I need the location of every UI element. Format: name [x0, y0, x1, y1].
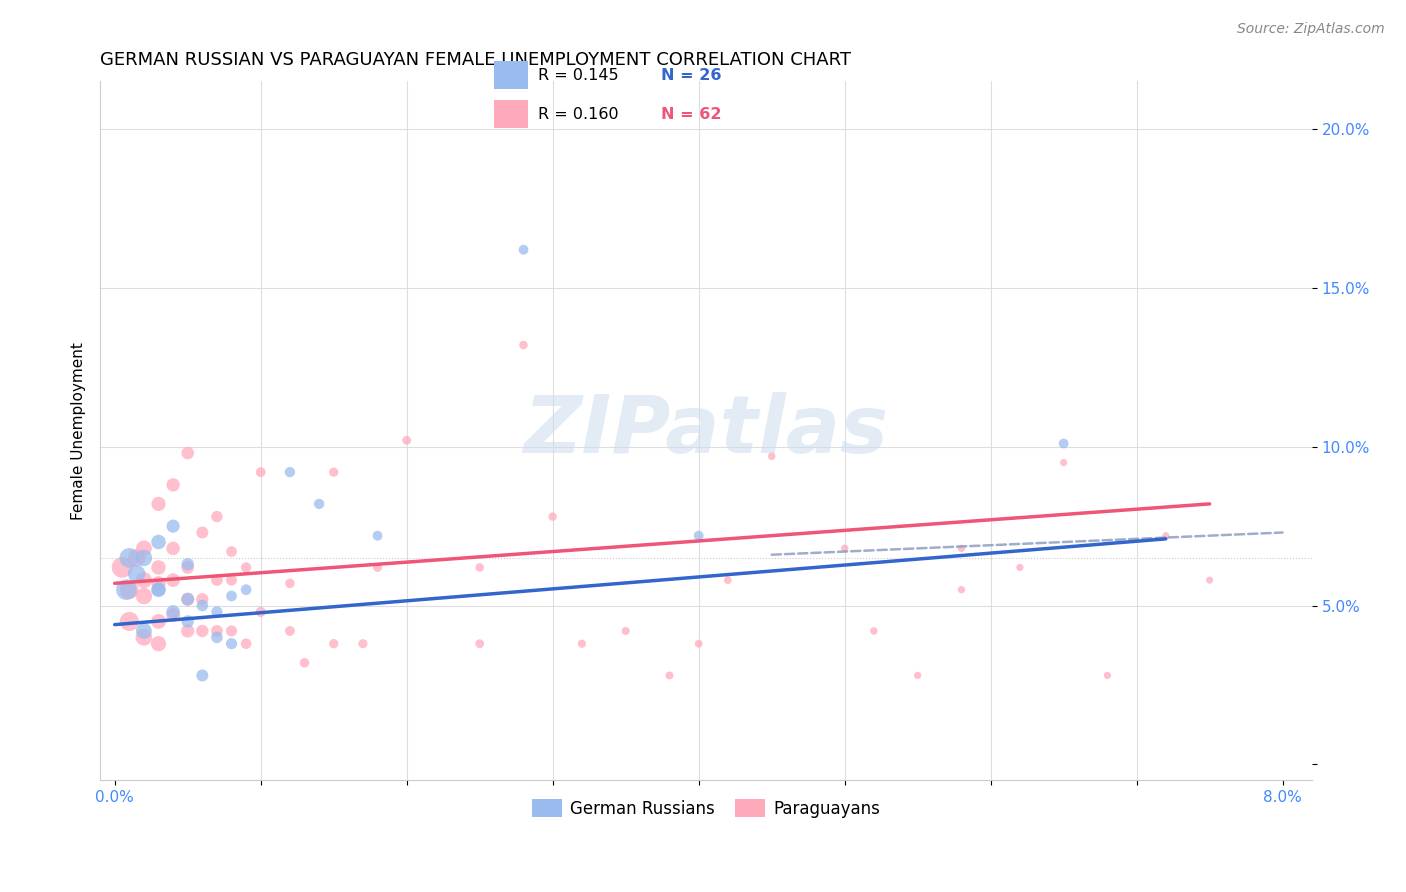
Point: [294, 656, 316, 670]
Point: [132, 541, 155, 556]
Point: [688, 529, 710, 543]
Point: [162, 573, 184, 587]
Point: [205, 630, 228, 644]
Point: [205, 509, 228, 524]
Point: [111, 560, 134, 574]
Point: [512, 338, 534, 352]
Point: [221, 637, 243, 651]
Point: [177, 624, 200, 638]
Point: [148, 497, 170, 511]
Point: [688, 637, 710, 651]
Point: [132, 624, 155, 638]
Point: [191, 525, 214, 540]
Point: [115, 582, 138, 597]
Text: Source: ZipAtlas.com: Source: ZipAtlas.com: [1237, 22, 1385, 37]
Point: [221, 573, 243, 587]
Point: [177, 560, 200, 574]
Point: [221, 624, 243, 638]
Point: [658, 668, 681, 682]
Point: [148, 582, 170, 597]
FancyBboxPatch shape: [495, 100, 529, 128]
Point: [322, 637, 344, 651]
Point: [322, 465, 344, 479]
Point: [148, 535, 170, 549]
Point: [205, 624, 228, 638]
Point: [366, 560, 388, 574]
Point: [148, 576, 170, 591]
Point: [1097, 668, 1119, 682]
Point: [177, 592, 200, 607]
Point: [148, 582, 170, 597]
Point: [1198, 573, 1220, 587]
Point: [132, 630, 155, 644]
Point: [863, 624, 886, 638]
Text: N = 62: N = 62: [661, 107, 721, 121]
Point: [148, 637, 170, 651]
Point: [950, 582, 973, 597]
Text: N = 26: N = 26: [661, 68, 721, 83]
Text: GERMAN RUSSIAN VS PARAGUAYAN FEMALE UNEMPLOYMENT CORRELATION CHART: GERMAN RUSSIAN VS PARAGUAYAN FEMALE UNEM…: [100, 51, 851, 69]
Point: [278, 576, 301, 591]
Point: [907, 668, 929, 682]
Point: [1008, 560, 1031, 574]
Point: [308, 497, 330, 511]
Point: [278, 624, 301, 638]
Point: [162, 478, 184, 492]
FancyBboxPatch shape: [495, 62, 529, 89]
Point: [118, 582, 141, 597]
Point: [148, 615, 170, 629]
Point: [205, 605, 228, 619]
Text: R = 0.145: R = 0.145: [537, 68, 619, 83]
Point: [235, 560, 257, 574]
Point: [162, 519, 184, 533]
Point: [468, 637, 491, 651]
Point: [1052, 456, 1074, 470]
Point: [571, 637, 593, 651]
Point: [162, 608, 184, 623]
Point: [468, 560, 491, 574]
Point: [366, 529, 388, 543]
Legend: German Russians, Paraguayans: German Russians, Paraguayans: [526, 792, 887, 824]
Point: [614, 624, 637, 638]
Point: [132, 550, 155, 565]
Point: [249, 605, 271, 619]
Point: [177, 592, 200, 607]
Point: [512, 243, 534, 257]
Point: [162, 541, 184, 556]
Point: [278, 465, 301, 479]
Point: [125, 550, 148, 565]
Point: [221, 544, 243, 558]
Point: [834, 541, 856, 556]
Point: [221, 589, 243, 603]
Point: [177, 615, 200, 629]
Point: [1052, 436, 1074, 450]
Point: [541, 509, 564, 524]
Point: [761, 449, 783, 463]
Y-axis label: Female Unemployment: Female Unemployment: [72, 342, 86, 520]
Point: [132, 589, 155, 603]
Point: [235, 637, 257, 651]
Point: [205, 573, 228, 587]
Point: [191, 599, 214, 613]
Point: [177, 446, 200, 460]
Point: [132, 573, 155, 587]
Point: [191, 668, 214, 682]
Point: [125, 566, 148, 581]
Point: [162, 605, 184, 619]
Point: [118, 550, 141, 565]
Point: [1154, 529, 1177, 543]
Point: [235, 582, 257, 597]
Point: [148, 560, 170, 574]
Text: R = 0.160: R = 0.160: [537, 107, 619, 121]
Text: ZIPatlas: ZIPatlas: [523, 392, 889, 470]
Point: [717, 573, 740, 587]
Point: [177, 558, 200, 572]
Point: [352, 637, 374, 651]
Point: [118, 615, 141, 629]
Point: [249, 465, 271, 479]
Point: [395, 434, 418, 448]
Point: [191, 592, 214, 607]
Point: [950, 541, 973, 556]
Point: [191, 624, 214, 638]
